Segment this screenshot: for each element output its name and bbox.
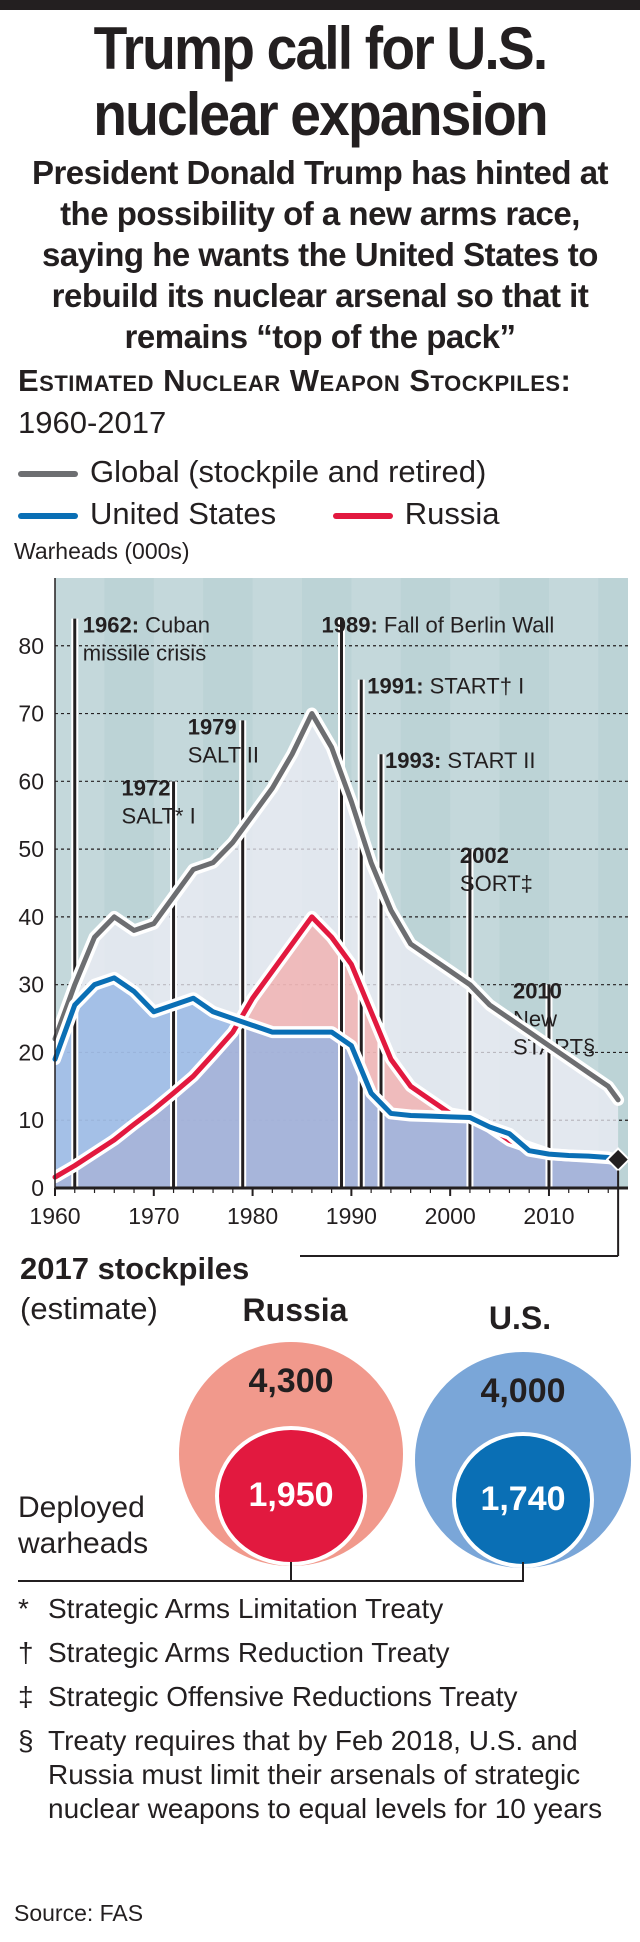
- footnote-symbol: *: [18, 1593, 29, 1624]
- deployed-bracket-tick-russia: [290, 1562, 292, 1582]
- headline-line-2: nuclear expansion: [93, 81, 548, 148]
- event-label: 1993: START II: [385, 748, 535, 773]
- x-tick-label: 2000: [425, 1203, 476, 1229]
- event-label: 1991: START† I: [367, 674, 524, 699]
- footnote-text: Treaty requires that by Feb 2018, U.S. a…: [48, 1725, 603, 1824]
- russia-deployed-circle: [215, 1426, 367, 1566]
- russia-deployed-value: 1,950: [248, 1476, 334, 1514]
- x-tick-label: 1990: [326, 1203, 377, 1229]
- source-credit: Source: FAS: [14, 1900, 144, 1926]
- footnote-salt: * Strategic Arms Limitation Treaty: [18, 1592, 618, 1626]
- event-label-bold: 1991:: [367, 674, 423, 699]
- us-total-value: 4,000: [480, 1372, 566, 1410]
- legend-us-swatch: [18, 512, 78, 519]
- y-tick-label: 0: [31, 1175, 44, 1201]
- y-tick-label: 60: [18, 768, 44, 794]
- event-label-bold: 1979: [188, 714, 237, 739]
- y-axis-label: Warheads (000s): [14, 538, 190, 564]
- y-tick-label: 70: [18, 701, 44, 727]
- x-tick-label: 1970: [128, 1203, 179, 1229]
- footnotes: * Strategic Arms Limitation Treaty † Strat…: [18, 1592, 618, 1836]
- headline: Trump call for U.S. nuclear expansion: [26, 16, 615, 148]
- global-line: [52, 711, 621, 1103]
- chart-heading-bold: Estimated Nuclear Weapon Stockpiles:: [18, 363, 572, 398]
- event-label-bold: 1972: [122, 775, 171, 800]
- us-name: U.S.: [488, 1300, 552, 1336]
- event-label-text: Fall of Berlin Wall: [378, 613, 554, 638]
- y-tick-label: 10: [18, 1107, 44, 1133]
- legend-us-label: United States: [90, 496, 277, 531]
- headline-line-1: Trump call for U.S.: [93, 15, 549, 82]
- deployed-bracket-line: [18, 1580, 524, 1582]
- legend-us-russia: United States Russia: [18, 494, 500, 534]
- us-line: [52, 975, 621, 1164]
- event-label-text: START† I: [424, 674, 525, 699]
- marker-2017: [605, 1147, 631, 1172]
- footnote-text: Strategic Arms Limitation Treaty: [48, 1593, 444, 1624]
- y-tick-label: 30: [18, 972, 44, 998]
- footnote-text: Strategic Offensive Reductions Treaty: [48, 1681, 518, 1712]
- event-label: 1972 SALT* I: [122, 775, 196, 828]
- footnote-text: Strategic Arms Reduction Treaty: [48, 1637, 450, 1668]
- event-label: 2002 SORT‡: [460, 843, 533, 896]
- legend-global-swatch: [18, 470, 78, 477]
- russia-total-value: 4,300: [248, 1362, 334, 1400]
- footnote-start: † Strategic Arms Reduction Treaty: [18, 1636, 618, 1670]
- chart-heading-years: 1960-2017: [18, 405, 167, 440]
- event-label-bold: 1993:: [385, 748, 441, 773]
- stockpiles-sub: (estimate): [20, 1291, 158, 1326]
- y-tick-label: 40: [18, 904, 44, 930]
- legend-russia-swatch: [332, 512, 393, 519]
- subtitle: President Donald Trump has hinted at the…: [31, 154, 609, 355]
- event-label-text: START II: [441, 748, 535, 773]
- x-tick-label: 1960: [29, 1203, 80, 1229]
- us-area: [55, 977, 619, 1188]
- y-tick-label: 50: [18, 836, 44, 862]
- us-deployed-value: 1,740: [480, 1480, 566, 1518]
- event-label-text: Cuban: [139, 613, 210, 638]
- event-label-bold: 1989:: [322, 613, 378, 638]
- footnote-new-start: § Treaty requires that by Feb 2018, U.S. …: [18, 1724, 618, 1826]
- event-label: 1979 SALT II: [188, 714, 259, 767]
- legend-global-label: Global (stockpile and retired): [90, 454, 487, 489]
- event-label-bold: 2010: [513, 979, 562, 1004]
- footnote-sort: ‡ Strategic Offensive Reductions Treaty: [18, 1680, 618, 1714]
- chart-heading: Estimated Nuclear Weapon Stockpiles: 196…: [18, 360, 618, 444]
- russia-name: Russia: [242, 1292, 348, 1328]
- event-label: 1989: Fall of Berlin Wall: [322, 613, 555, 638]
- event-label: 1962: Cuban missile crisis: [83, 613, 210, 666]
- footnote-symbol: ‡: [18, 1681, 34, 1712]
- event-label-line: missile crisis: [83, 641, 206, 666]
- event-label-bold: 2002: [460, 843, 509, 868]
- deployed-label: Deployed warheads: [18, 1491, 149, 1560]
- event-label-line: SALT* I: [122, 803, 196, 828]
- x-tick-label: 1980: [227, 1203, 278, 1229]
- footnote-symbol: §: [18, 1725, 34, 1756]
- stockpiles-label: 2017 stockpiles: [20, 1251, 250, 1286]
- stockpile-chart: 1962: Cuban missile crisis 1972 SALT* I 1979…: [18, 578, 631, 1257]
- footnote-symbol: †: [18, 1637, 34, 1668]
- y-tick-label: 20: [18, 1039, 44, 1065]
- top-rule: [0, 0, 640, 10]
- event-label-line: SORT‡: [460, 871, 533, 896]
- event-label-bold: 1962:: [83, 613, 139, 638]
- y-tick-label: 80: [18, 633, 44, 659]
- legend-russia-label: Russia: [404, 496, 500, 531]
- legend-global: Global (stockpile and retired): [18, 452, 486, 492]
- event-label-line: SALT II: [188, 742, 259, 767]
- x-tick-label: 2010: [523, 1203, 574, 1229]
- deployed-bracket-tick-us: [522, 1562, 524, 1582]
